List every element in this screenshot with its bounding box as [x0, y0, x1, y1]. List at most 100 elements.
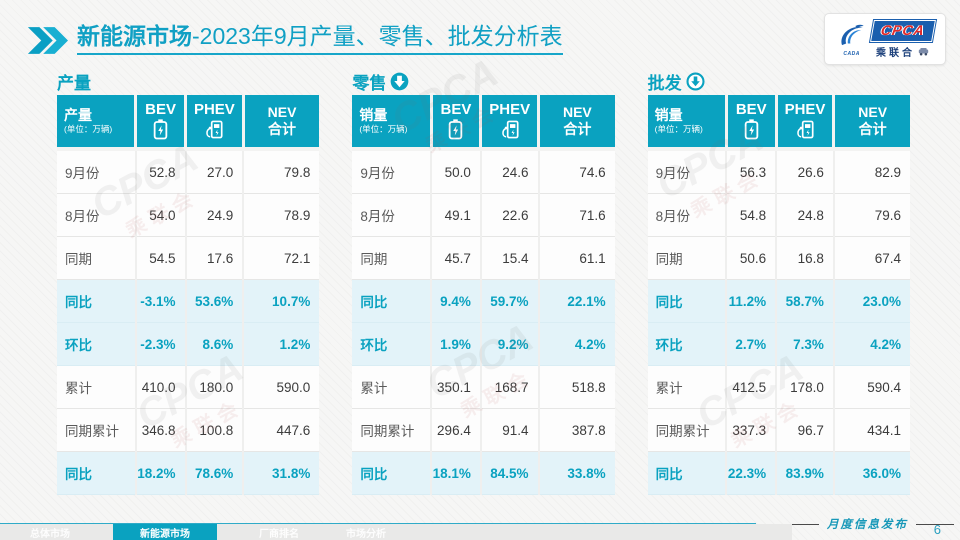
- bev-value: 2.7%: [726, 322, 778, 366]
- bev-value: 50.0: [431, 149, 482, 194]
- production-table: 产量 (单位：万辆) BEV: [57, 95, 320, 495]
- battery-icon: [153, 119, 168, 140]
- header-bar: 新能源市场-2023年9月产量、零售、批发分析表: [26, 22, 563, 55]
- nev-value: 82.9: [833, 149, 910, 194]
- nev-value: 590.4: [833, 365, 910, 409]
- wholesale-table: 销量 (单位：万辆) BEV: [647, 95, 910, 495]
- row-label: 同期累计: [647, 408, 728, 452]
- nev-value: 79.6: [833, 193, 910, 237]
- phev-value: 53.6%: [185, 279, 245, 323]
- row-label: 同比: [57, 279, 137, 323]
- page-title-bold: 新能源市场: [77, 23, 192, 49]
- nev-value: 61.1: [538, 236, 615, 280]
- phev-value: 168.7: [480, 365, 540, 409]
- row-label: 9月份: [352, 149, 433, 194]
- cpca-badge: CPCA: [869, 19, 936, 42]
- phev-value: 24.9: [185, 193, 245, 237]
- row-label: 同期累计: [57, 408, 137, 452]
- phev-value: 9.2%: [480, 322, 540, 366]
- row-label: 累计: [647, 365, 728, 409]
- header-bev-cell: BEV: [135, 95, 188, 151]
- bev-value: 346.8: [135, 408, 187, 452]
- phev-value: 24.6: [480, 149, 540, 194]
- bev-value: 18.1%: [431, 451, 482, 495]
- table-row: 同比 -3.1% 53.6% 10.7%: [57, 279, 320, 323]
- bev-value: 54.8: [726, 193, 778, 237]
- phev-value: 22.6: [480, 193, 540, 237]
- tables-region: 产量 产量 (单位：万辆) BEV: [57, 70, 910, 495]
- table-row: 8月份 54.0 24.9 78.9: [57, 193, 320, 237]
- phev-value: 91.4: [480, 408, 540, 452]
- header-nev-cell: NEV 合计: [538, 95, 615, 151]
- charging-pump-icon: [206, 120, 223, 139]
- tab-oem-ranking[interactable]: 厂商排名: [259, 528, 299, 540]
- header-label-cell: 产量 (单位：万辆): [57, 95, 138, 151]
- nev-value: 31.8%: [243, 451, 320, 495]
- cpca-swoosh-icon: CADA: [837, 21, 867, 57]
- phev-value: 24.8: [776, 193, 835, 237]
- table-row: 同期累计 346.8 100.8 447.6: [57, 408, 320, 452]
- nev-value: 22.1%: [538, 279, 615, 323]
- row-label: 8月份: [352, 193, 433, 237]
- phev-value: 96.7: [776, 408, 835, 452]
- table-row: 同比 9.4% 59.7% 22.1%: [352, 279, 615, 323]
- row-label: 累计: [352, 365, 433, 409]
- cpca-subtitle: 乘联合: [875, 47, 915, 59]
- phev-value: 180.0: [185, 365, 245, 409]
- bev-value: -3.1%: [135, 279, 187, 323]
- charging-pump-icon: [501, 120, 519, 139]
- phev-value: 100.8: [185, 408, 245, 452]
- phev-value: 58.7%: [776, 279, 835, 323]
- bev-value: 1.9%: [431, 322, 482, 366]
- bev-value: 52.8: [135, 149, 187, 194]
- tab-market-analysis[interactable]: 市场分析: [346, 528, 386, 540]
- phev-value: 17.6: [185, 236, 245, 280]
- table-row: 同期累计 337.3 96.7 434.1: [647, 408, 910, 452]
- tab-overall-market[interactable]: 总体市场: [30, 528, 70, 540]
- bev-value: 50.6: [726, 236, 778, 280]
- row-label: 同期: [647, 236, 728, 280]
- nev-value: 4.2%: [538, 322, 615, 366]
- row-label: 环比: [352, 322, 433, 366]
- row-label: 累计: [57, 365, 137, 409]
- table-row: 同期 54.5 17.6 72.1: [57, 236, 320, 280]
- battery-icon: [449, 119, 463, 140]
- phev-value: 26.6: [776, 149, 835, 194]
- row-label: 环比: [57, 322, 137, 366]
- bev-value: 54.5: [135, 236, 187, 280]
- phev-value: 7.3%: [776, 322, 835, 366]
- header-nev-cell: NEV 合计: [243, 95, 320, 151]
- table-production: 产量 产量 (单位：万辆) BEV: [57, 70, 320, 495]
- phev-value: 59.7%: [480, 279, 540, 323]
- bev-value: 54.0: [135, 193, 187, 237]
- header-nev-cell: NEV 合计: [833, 95, 910, 151]
- bev-value: 9.4%: [431, 279, 482, 323]
- phev-value: 16.8: [776, 236, 835, 280]
- table-row: 9月份 56.3 26.6 82.9: [647, 149, 910, 194]
- car-icon: [918, 47, 929, 56]
- down-arrow-outline-icon: [686, 72, 705, 91]
- charging-pump-icon: [797, 120, 814, 139]
- nev-value: 33.8%: [538, 451, 615, 495]
- table-row: 环比 2.7% 7.3% 4.2%: [647, 322, 910, 366]
- row-label: 同期累计: [352, 408, 433, 452]
- table-row: 同比 11.2% 58.7% 23.0%: [647, 279, 910, 323]
- table-row: 同比 22.3% 83.9% 36.0%: [647, 451, 910, 495]
- page-title: 新能源市场-2023年9月产量、零售、批发分析表: [77, 22, 563, 55]
- header-label-cell: 销量 (单位：万辆): [352, 95, 433, 151]
- table-wholesale: 批发 销量 (单位：万辆) BEV: [647, 70, 910, 495]
- nev-value: 1.2%: [243, 322, 320, 366]
- row-label: 9月份: [57, 149, 137, 194]
- tab-nev-market[interactable]: 新能源市场: [113, 524, 217, 540]
- row-label: 8月份: [57, 193, 137, 237]
- row-label: 9月份: [647, 149, 728, 194]
- nev-value: 72.1: [243, 236, 320, 280]
- down-arrow-filled-icon: [390, 72, 409, 91]
- phev-value: 8.6%: [185, 322, 245, 366]
- bev-value: 45.7: [431, 236, 482, 280]
- nev-value: 79.8: [243, 149, 320, 194]
- table-row: 同比 18.1% 84.5% 33.8%: [352, 451, 615, 495]
- bev-value: 350.1: [431, 365, 482, 409]
- bev-value: 18.2%: [135, 451, 187, 495]
